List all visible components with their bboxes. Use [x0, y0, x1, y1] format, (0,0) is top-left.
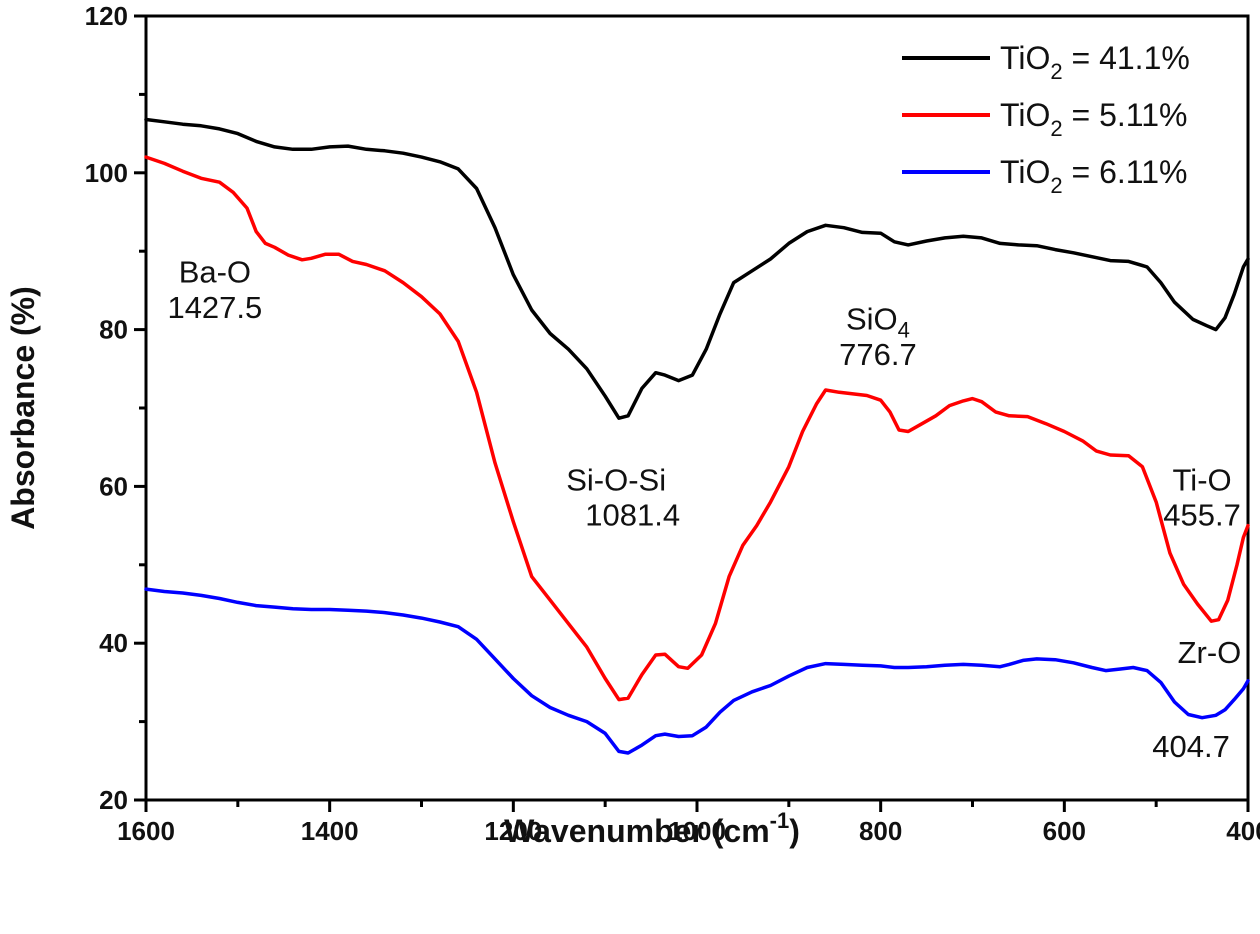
peak-annotation: Ti-O: [1173, 462, 1232, 497]
x-tick-label: 1600: [117, 816, 175, 846]
peak-annotation-text: 1427.5: [167, 290, 262, 325]
series-line-1: [144, 155, 1250, 702]
legend-label-0: TiO2 = 41.1%: [1000, 40, 1190, 84]
legend-label-sub: 2: [1050, 116, 1062, 141]
peak-annotation-text: Ti-O: [1173, 462, 1232, 497]
legend-label-post: = 6.11%: [1063, 154, 1188, 190]
peak-annotation: 455.7: [1163, 498, 1241, 533]
legend-label-sub: 2: [1050, 59, 1062, 84]
peak-annotation-text: 776.7: [839, 337, 917, 372]
peak-annotation: Zr-O: [1178, 635, 1242, 670]
legend-label-2: TiO2 = 6.11%: [1000, 154, 1187, 198]
x-tick-label: 400: [1226, 816, 1260, 846]
x-axis-title-text: Wavenumber (cm: [504, 813, 770, 849]
legend-label-1: TiO2 = 5.11%: [1000, 97, 1187, 141]
series-line-0: [144, 117, 1250, 420]
legend-label-post: = 41.1%: [1063, 40, 1190, 76]
x-axis-title-close: ): [789, 813, 800, 849]
peak-annotation-text: Si-O-Si: [566, 462, 666, 497]
y-tick-label: 60: [99, 471, 128, 501]
x-tick-label: 600: [1043, 816, 1086, 846]
peak-annotation-text: 455.7: [1163, 498, 1241, 533]
legend-label-sub: 2: [1050, 173, 1062, 198]
peak-annotation: Ba-O: [179, 255, 251, 290]
peak-annotation-text: SiO: [846, 302, 898, 337]
y-axis-title: Absorbance (%): [5, 286, 41, 530]
peak-annotation: 1081.4: [585, 498, 680, 533]
x-tick-label: 1000: [668, 816, 726, 846]
peak-annotation: Si-O-Si: [566, 462, 666, 497]
legend-label-pre: TiO: [1000, 154, 1050, 190]
x-axis-title: Wavenumber (cm-1): [504, 808, 800, 849]
series-line-2: [144, 587, 1250, 755]
legend-label-post: = 5.11%: [1063, 97, 1188, 133]
legend-label-pre: TiO: [1000, 97, 1050, 133]
peak-annotation-text: Ba-O: [179, 255, 251, 290]
y-tick-label: 120: [85, 1, 128, 31]
peak-annotation-sub: 4: [898, 318, 910, 343]
x-tick-label: 800: [859, 816, 902, 846]
peak-annotation-text: Zr-O: [1178, 635, 1242, 670]
peak-annotation: 776.7: [839, 337, 917, 372]
peak-annotation: 1427.5: [167, 290, 262, 325]
peak-annotation: 404.7: [1152, 729, 1230, 764]
legend: TiO2 = 41.1%TiO2 = 5.11%TiO2 = 6.11%: [902, 40, 1190, 198]
plot-frame: [144, 14, 1250, 802]
y-tick-label: 100: [85, 158, 128, 188]
peak-annotation-text: 404.7: [1152, 729, 1230, 764]
y-tick-label: 40: [99, 628, 128, 658]
x-tick-label: 1200: [484, 816, 542, 846]
y-tick-label: 20: [99, 785, 128, 815]
y-tick-label: 80: [99, 315, 128, 345]
peak-annotation-text: 1081.4: [585, 498, 680, 533]
axis-tick-labels: 1600 1400 1200 1000 800 600 400 20 40 60 80 100 120: [85, 1, 1260, 846]
series-lines: [144, 117, 1250, 755]
axis-ticks: [134, 14, 1250, 812]
peak-annotation: SiO4: [846, 302, 910, 343]
x-tick-label: 1400: [301, 816, 359, 846]
legend-label-pre: TiO: [1000, 40, 1050, 76]
x-axis-title-sup: -1: [770, 808, 790, 833]
